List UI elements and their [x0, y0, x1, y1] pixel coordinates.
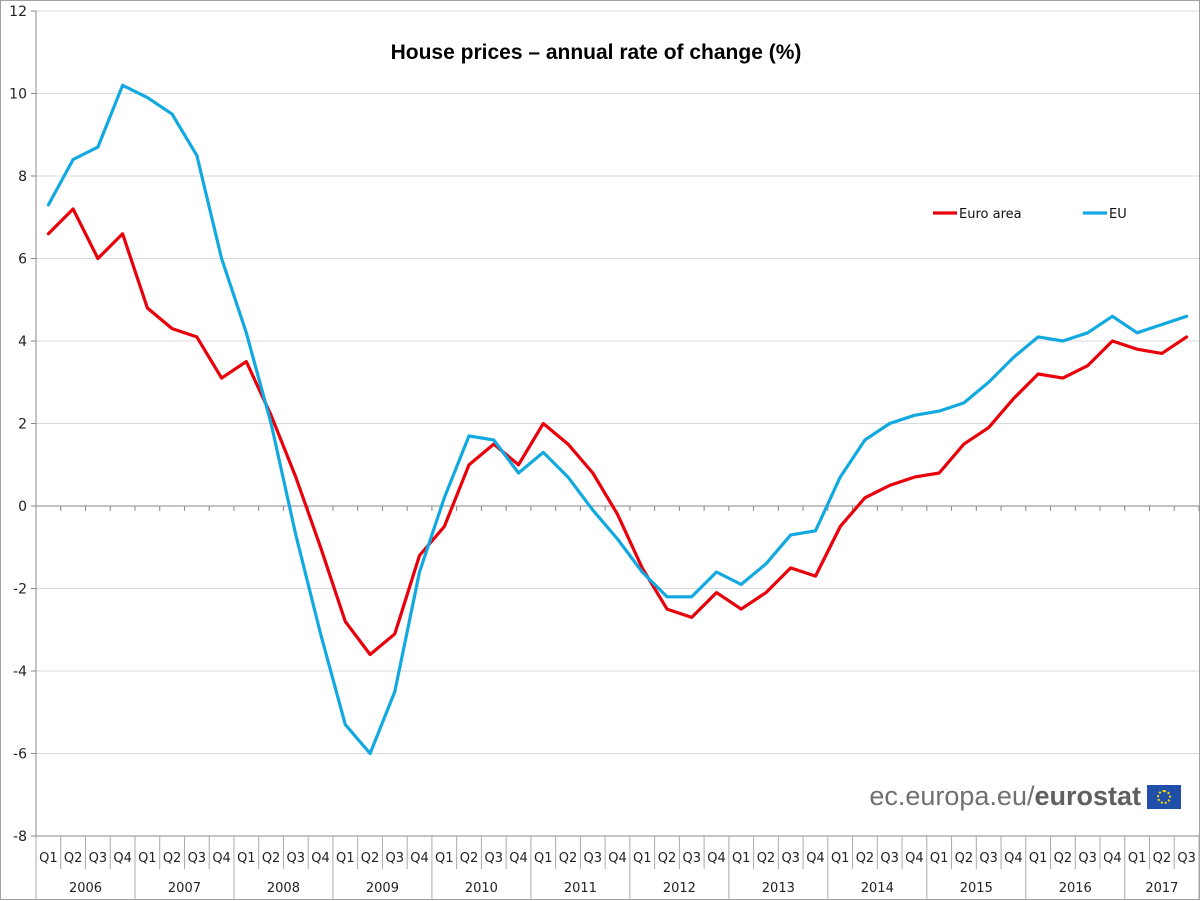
series-line-euro-area — [46, 207, 1189, 657]
x-quarter-label: Q3 — [682, 851, 701, 866]
y-tick-label: 6 — [18, 252, 27, 268]
x-quarter-label: Q4 — [806, 851, 825, 866]
x-quarter-label: Q3 — [386, 851, 405, 866]
x-quarter-label: Q1 — [831, 851, 850, 866]
y-tick-label: 2 — [18, 417, 27, 433]
x-year-label: 2006 — [69, 881, 102, 896]
x-quarter-label: Q4 — [113, 851, 132, 866]
y-tick-label: 12 — [9, 4, 27, 20]
x-year-label: 2015 — [960, 881, 993, 896]
x-quarter-label: Q2 — [163, 851, 182, 866]
x-quarter-label: Q1 — [138, 851, 157, 866]
x-quarter-label: Q1 — [336, 851, 355, 866]
y-tick-label: -6 — [13, 747, 27, 763]
legend-label: Euro area — [959, 207, 1022, 222]
x-axis: Q1 Q2 Q3 Q4 2006 Q1 Q2 Q3 Q4 2007 Q1 Q2 Q3 Q4 2008 Q1 Q2… — [35, 505, 1200, 899]
y-tick-label: 4 — [18, 334, 27, 350]
series-line-eu — [46, 83, 1189, 756]
brand-url-prefix: ec.europa.eu/ — [869, 781, 1035, 811]
x-year-label: 2013 — [762, 881, 795, 896]
legend-label: EU — [1109, 207, 1127, 222]
x-quarter-label: Q2 — [1054, 851, 1073, 866]
y-tick-label: -2 — [13, 582, 27, 598]
x-quarter-label: Q2 — [559, 851, 578, 866]
x-quarter-label: Q2 — [460, 851, 479, 866]
x-quarter-label: Q1 — [237, 851, 256, 866]
x-quarter-label: Q1 — [930, 851, 949, 866]
y-tick-label: 0 — [18, 499, 27, 515]
series-lines — [46, 83, 1189, 756]
x-year-label: 2011 — [564, 881, 597, 896]
x-quarter-label: Q1 — [633, 851, 652, 866]
x-quarter-label: Q3 — [781, 851, 800, 866]
x-quarter-label: Q2 — [361, 851, 380, 866]
x-year-label: 2017 — [1145, 881, 1178, 896]
eurostat-branding: ec.europa.eu/eurostat — [869, 781, 1181, 812]
y-axis: -8 -6 -4 -2 0 2 4 6 8 10 12 — [9, 4, 37, 899]
x-quarter-label: Q4 — [509, 851, 528, 866]
x-quarter-label: Q4 — [707, 851, 726, 866]
x-quarter-label: Q3 — [287, 851, 306, 866]
x-year-label: 2012 — [663, 881, 696, 896]
x-year-label: 2016 — [1059, 881, 1092, 896]
x-quarter-label: Q3 — [1078, 851, 1097, 866]
x-quarter-label: Q4 — [311, 851, 330, 866]
x-quarter-label: Q1 — [39, 851, 58, 866]
legend: Euro area EU — [933, 207, 1127, 222]
x-quarter-label: Q4 — [410, 851, 429, 866]
x-quarter-label: Q2 — [757, 851, 776, 866]
x-quarter-label: Q3 — [979, 851, 998, 866]
x-quarter-label: Q1 — [435, 851, 454, 866]
x-quarter-label: Q2 — [856, 851, 875, 866]
x-year-label: 2014 — [861, 881, 894, 896]
chart-title: House prices – annual rate of change (%) — [391, 41, 802, 64]
x-quarter-label: Q3 — [485, 851, 504, 866]
x-quarter-label: Q3 — [89, 851, 108, 866]
x-quarter-label: Q2 — [1153, 851, 1172, 866]
x-year-label: 2009 — [366, 881, 399, 896]
x-year-label: 2007 — [168, 881, 201, 896]
x-year-label: 2010 — [465, 881, 498, 896]
x-quarter-label: Q2 — [64, 851, 83, 866]
x-quarter-label: Q2 — [658, 851, 677, 866]
x-quarter-label: Q1 — [1029, 851, 1048, 866]
x-quarter-label: Q1 — [732, 851, 751, 866]
x-quarter-label: Q2 — [955, 851, 974, 866]
x-quarter-label: Q2 — [262, 851, 281, 866]
gridlines — [36, 10, 1199, 837]
y-tick-label: -4 — [13, 664, 27, 680]
x-quarter-label: Q3 — [1177, 851, 1196, 866]
x-quarter-label: Q4 — [608, 851, 627, 866]
x-quarter-label: Q1 — [1128, 851, 1147, 866]
x-quarter-label: Q4 — [212, 851, 231, 866]
y-tick-label: 10 — [9, 87, 27, 103]
x-quarter-label: Q3 — [583, 851, 602, 866]
x-quarter-label: Q3 — [880, 851, 899, 866]
x-quarter-label: Q4 — [1004, 851, 1023, 866]
brand-name: eurostat — [1034, 781, 1141, 811]
eu-flag-icon — [1147, 784, 1181, 809]
x-quarter-label: Q3 — [188, 851, 207, 866]
x-quarter-label: Q4 — [1103, 851, 1122, 866]
y-tick-label: 8 — [18, 169, 27, 185]
x-quarter-label: Q4 — [905, 851, 924, 866]
x-year-label: 2008 — [267, 881, 300, 896]
y-tick-label: -8 — [13, 829, 27, 845]
x-quarter-label: Q1 — [534, 851, 553, 866]
